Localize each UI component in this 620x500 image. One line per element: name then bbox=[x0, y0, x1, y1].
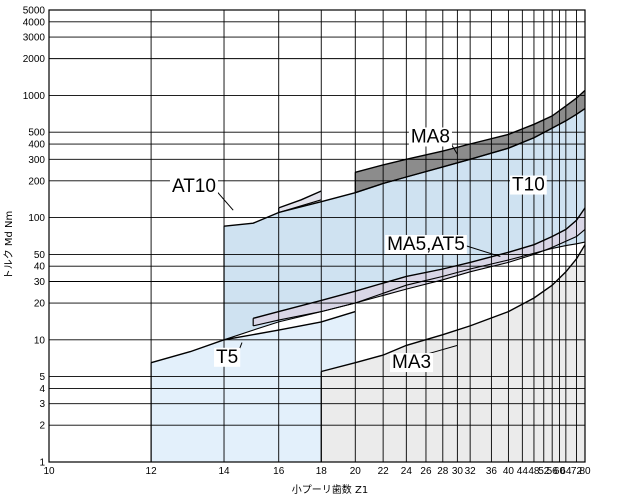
y-tick-50: 50 bbox=[34, 250, 46, 261]
area-t5 bbox=[151, 311, 356, 462]
x-tick-40: 40 bbox=[503, 466, 515, 477]
x-axis-title: 小プーリ歯数 Z1 bbox=[292, 483, 368, 496]
label-bg-t5 bbox=[214, 347, 241, 367]
label-at10: AT10 bbox=[169, 176, 234, 211]
x-tick-30: 30 bbox=[452, 466, 464, 477]
x-tick-32: 32 bbox=[465, 466, 477, 477]
label-ma3: MA3 bbox=[390, 344, 458, 373]
x-tick-14: 14 bbox=[218, 466, 230, 477]
y-tick-2000: 2000 bbox=[23, 54, 46, 65]
x-tick-12: 12 bbox=[146, 466, 158, 477]
label-bg-ma5-at5 bbox=[385, 234, 467, 254]
line-upper-ma3 bbox=[321, 244, 586, 373]
line-lower-t10 bbox=[223, 241, 586, 341]
y-tick-20: 20 bbox=[34, 299, 46, 310]
y-tick-1000: 1000 bbox=[23, 91, 46, 102]
series-lines bbox=[150, 89, 586, 462]
x-tick-52: 52 bbox=[538, 466, 550, 477]
line-upper-t5 bbox=[150, 310, 356, 364]
y-tick-100: 100 bbox=[28, 213, 45, 224]
plot-frame bbox=[48, 9, 586, 463]
y-tick-500: 500 bbox=[28, 128, 45, 139]
label-bg-at10 bbox=[169, 176, 218, 196]
line-lower-ma5-at5 bbox=[253, 228, 586, 327]
y-tick-3000: 3000 bbox=[23, 33, 46, 44]
series-labels: MA8 T10 AT10 MA5,AT5 T5 MA3 bbox=[169, 126, 547, 373]
series-label-ma8: MA8 bbox=[411, 126, 450, 147]
area-ma3 bbox=[321, 244, 585, 462]
x-tick-28: 28 bbox=[437, 466, 449, 477]
area-ma8 bbox=[355, 90, 585, 193]
y-tick-40: 40 bbox=[34, 262, 46, 273]
x-tick-56: 56 bbox=[547, 466, 559, 477]
x-tick-60: 60 bbox=[554, 466, 566, 477]
y-tick-200: 200 bbox=[28, 176, 45, 187]
y-tick-3: 3 bbox=[39, 399, 45, 410]
y-axis-title: トルク Md Nm bbox=[3, 211, 15, 280]
area-t10 bbox=[224, 108, 585, 340]
x-tick-16: 16 bbox=[273, 466, 285, 477]
label-bg-t10 bbox=[510, 175, 547, 195]
label-t5: T5 bbox=[214, 342, 243, 368]
y-tick-5000: 5000 bbox=[23, 6, 46, 17]
series-label-ma5-at5: MA5,AT5 bbox=[387, 234, 465, 255]
line-lower-at10 bbox=[278, 199, 322, 214]
y-tick-2: 2 bbox=[39, 421, 45, 432]
x-tick-36: 36 bbox=[486, 466, 498, 477]
line-upper-ma5-at5 bbox=[253, 207, 586, 319]
series-label-ma3: MA3 bbox=[392, 352, 431, 373]
label-t10: T10 bbox=[510, 175, 547, 196]
x-tick-24: 24 bbox=[401, 466, 413, 477]
line-upper-at10 bbox=[278, 190, 322, 209]
y-tick-4000: 4000 bbox=[23, 17, 46, 28]
x-tick-44: 44 bbox=[517, 466, 529, 477]
y-tick-300: 300 bbox=[28, 155, 45, 166]
label-ma8: MA8 bbox=[408, 126, 458, 155]
line-upper-t10 bbox=[223, 108, 586, 227]
x-tick-72: 72 bbox=[571, 466, 583, 477]
y-tick-1: 1 bbox=[39, 458, 45, 469]
series-label-t5: T5 bbox=[216, 347, 238, 368]
series-areas bbox=[151, 90, 585, 462]
line-upper-ma8 bbox=[355, 89, 586, 173]
x-tick-80: 80 bbox=[579, 466, 591, 477]
x-tick-20: 20 bbox=[350, 466, 362, 477]
y-tick-4: 4 bbox=[39, 384, 45, 395]
series-label-at10: AT10 bbox=[172, 176, 216, 197]
x-tick-26: 26 bbox=[420, 466, 432, 477]
y-tick-400: 400 bbox=[28, 140, 45, 151]
label-bg-ma8 bbox=[408, 127, 452, 147]
label-bg-ma3 bbox=[390, 353, 434, 373]
x-tick-22: 22 bbox=[378, 466, 390, 477]
y-tick-10: 10 bbox=[34, 335, 46, 346]
x-tick-64: 64 bbox=[560, 466, 572, 477]
x-tick-18: 18 bbox=[316, 466, 328, 477]
x-tick-10: 10 bbox=[43, 466, 55, 477]
x-tick-48: 48 bbox=[528, 466, 540, 477]
series-label-t10: T10 bbox=[512, 175, 545, 196]
label-ma5-at5: MA5,AT5 bbox=[385, 234, 501, 258]
x-tick-labels: 10 12 14 16 18 20 22 24 26 28 30 32 36 40 44 4852566064… bbox=[43, 466, 591, 477]
y-tick-30: 30 bbox=[34, 277, 46, 288]
y-tick-5: 5 bbox=[39, 372, 45, 383]
